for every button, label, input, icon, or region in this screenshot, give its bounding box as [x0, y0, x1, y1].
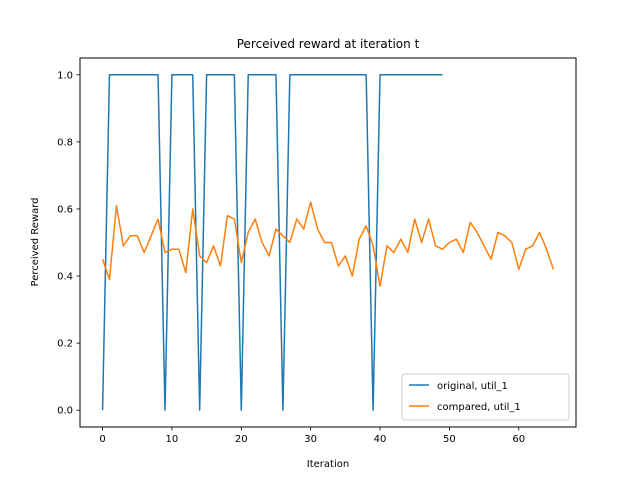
legend-label-original: original, util_1 — [437, 381, 508, 392]
series-line-original — [101, 74, 443, 411]
y-tick-label: 1.0 — [57, 70, 73, 81]
y-tick-label: 0.8 — [57, 137, 73, 148]
y-tick-label: 0.0 — [57, 406, 73, 417]
y-tick-label: 0.4 — [57, 272, 73, 283]
x-tick-label: 0 — [99, 434, 105, 445]
x-tick-label: 20 — [235, 434, 248, 445]
x-axis-label: Iteration — [307, 459, 349, 470]
plot-lines — [101, 74, 555, 411]
legend-label-compared: compared, util_1 — [437, 402, 521, 413]
chart-title: Perceived reward at iteration t — [237, 37, 420, 51]
x-tick-label: 30 — [304, 434, 317, 445]
x-tick-label: 60 — [512, 434, 525, 445]
y-axis-label: Perceived Reward — [30, 198, 41, 287]
y-tick-label: 0.6 — [57, 204, 73, 215]
y-axis: 0.0 0.2 0.4 0.6 0.8 1.0 — [57, 70, 80, 417]
plot-frame — [79, 57, 577, 428]
legend: original, util_1 compared, util_1 — [401, 373, 570, 421]
x-axis: 0 10 20 30 40 50 60 — [99, 427, 525, 445]
x-tick-label: 50 — [443, 434, 456, 445]
x-tick-label: 10 — [166, 434, 179, 445]
series-line-compared — [101, 201, 555, 287]
x-tick-label: 40 — [374, 434, 387, 445]
legend-box — [401, 373, 570, 421]
y-tick-label: 0.2 — [57, 339, 73, 350]
